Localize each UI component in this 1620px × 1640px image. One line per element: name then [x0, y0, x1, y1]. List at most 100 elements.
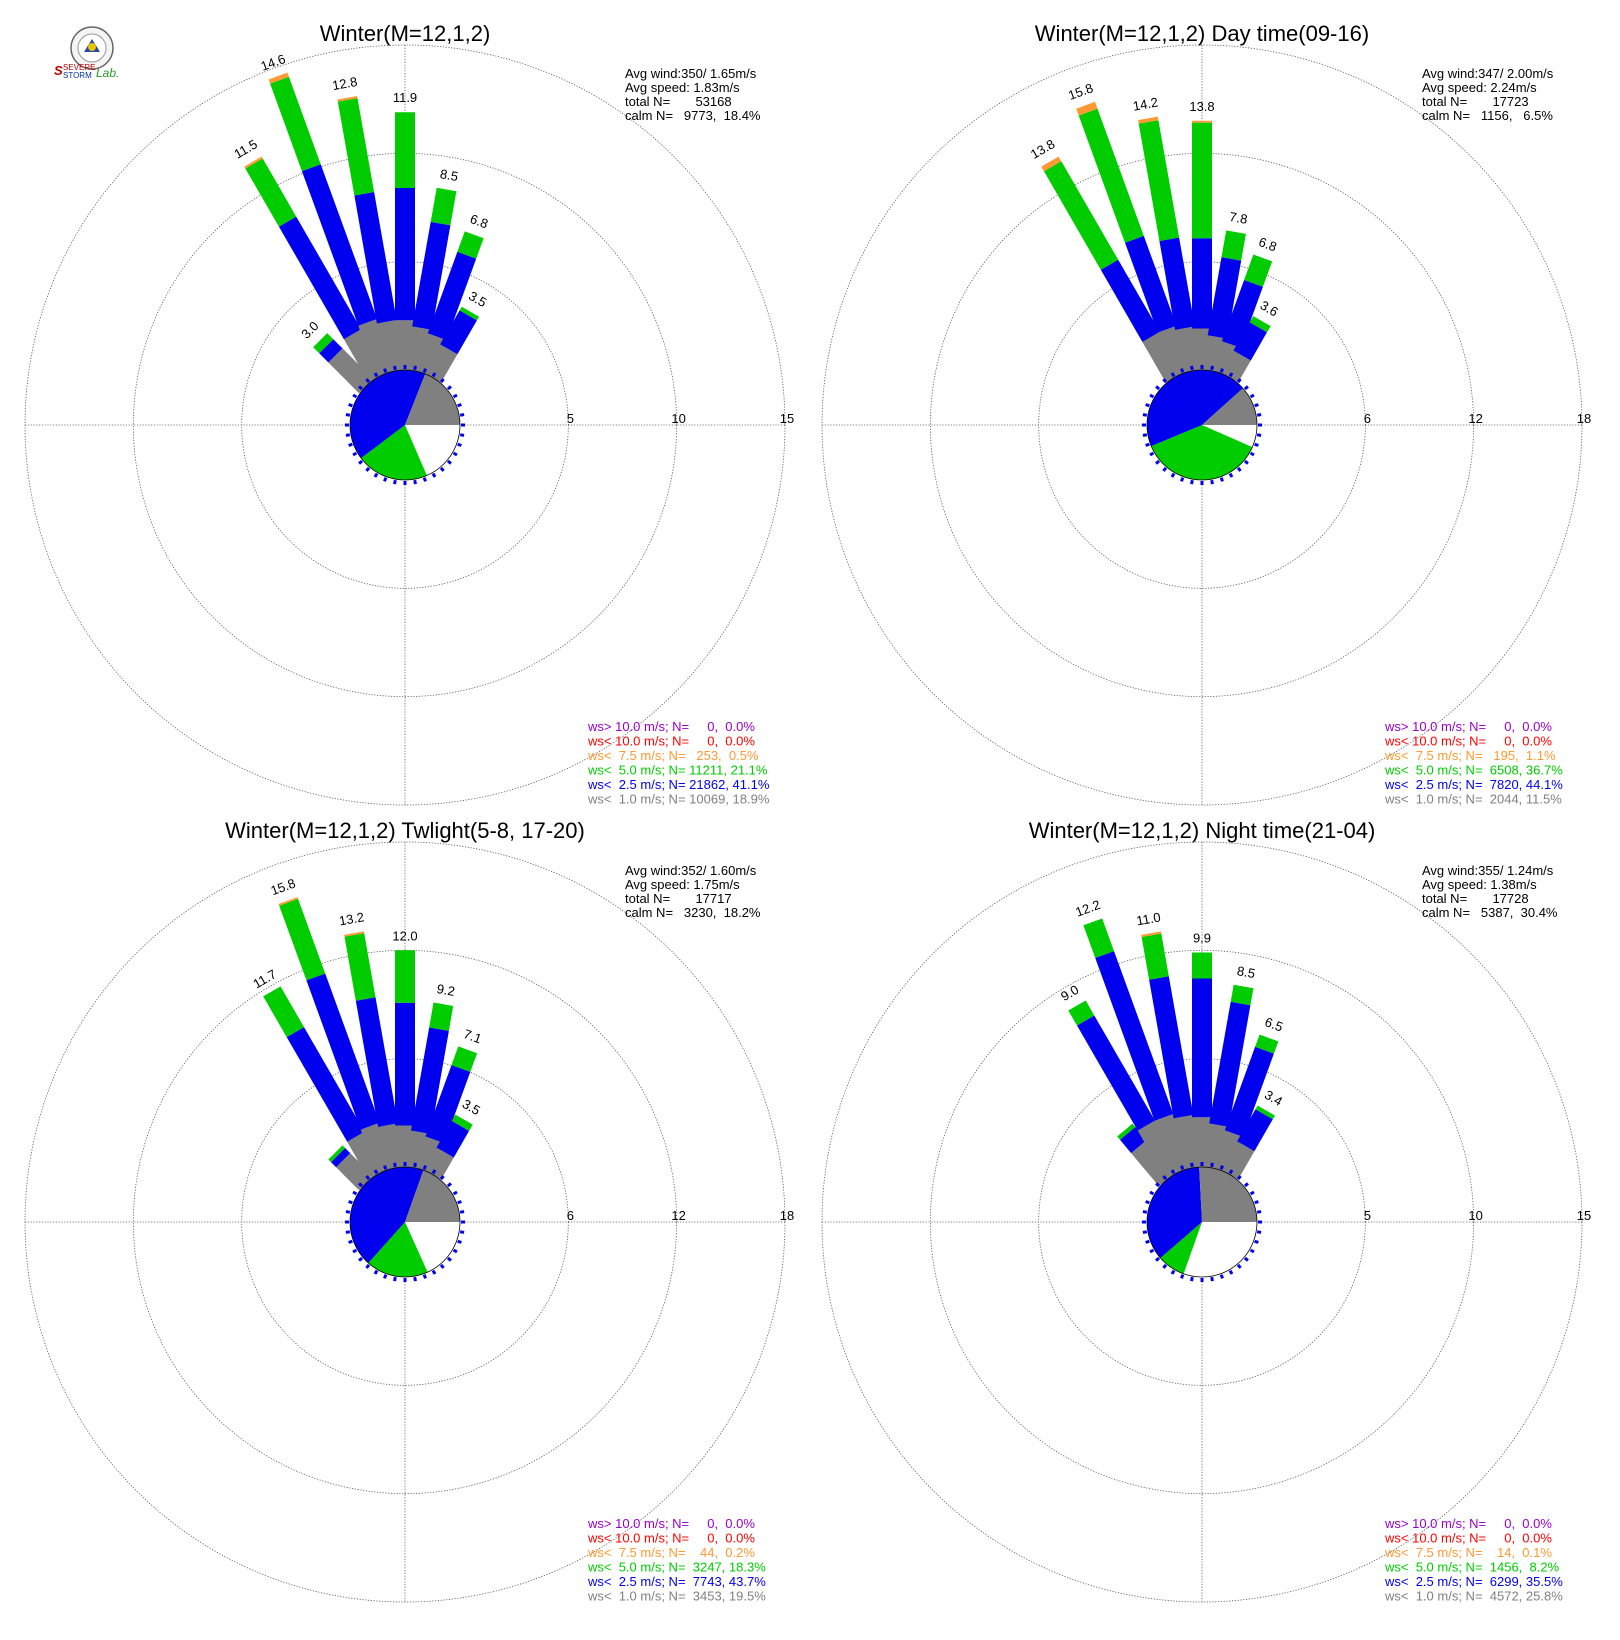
minor-petal — [1243, 1256, 1249, 1262]
petal-label: 11.0 — [1135, 909, 1162, 928]
stat-line: total N= 17728 — [1422, 891, 1529, 906]
stat-line: Avg speed: 1.83m/s — [625, 80, 740, 95]
legend-entry: ws< 2.5 m/s; N= 6299, 35.5% — [1384, 1574, 1563, 1589]
petal-segment — [423, 1147, 454, 1180]
petal-segment — [1224, 1046, 1274, 1138]
legend-entry: ws< 2.5 m/s; N= 7743, 43.7% — [587, 1574, 766, 1589]
petal-label: 3.5 — [466, 288, 489, 310]
petal-segment — [457, 231, 484, 259]
minor-petal — [457, 403, 462, 408]
minor-petal — [383, 1165, 388, 1170]
minor-petal — [383, 368, 388, 373]
ring-label: 10 — [671, 411, 685, 426]
minor-petal — [1243, 385, 1249, 391]
petal-segment — [1237, 1109, 1273, 1152]
minor-petal — [358, 385, 364, 391]
minor-petal — [1145, 442, 1150, 447]
ring-label: 5 — [1364, 1208, 1371, 1223]
minor-petal — [1170, 472, 1176, 478]
legend-entry: ws< 2.5 m/s; N= 21862, 41.1% — [587, 777, 770, 792]
petal-label: 14.2 — [1132, 94, 1160, 113]
minor-petal — [348, 442, 353, 447]
petal-segment — [1220, 350, 1251, 383]
petal-segment — [1233, 322, 1267, 361]
minor-petal — [348, 403, 353, 408]
pie-slice-green — [1151, 425, 1253, 481]
minor-petal — [1236, 1175, 1242, 1181]
minor-petal — [431, 1169, 437, 1175]
petal-label: 13.8 — [1028, 136, 1057, 162]
pie-outline — [1146, 1166, 1258, 1278]
petal-segment — [1255, 1105, 1275, 1120]
minor-petal — [439, 1175, 445, 1181]
petal-segment — [278, 216, 362, 340]
minor-petal — [1243, 1182, 1249, 1188]
petal-segment — [1100, 259, 1160, 342]
legend-entry: ws< 7.5 m/s; N= 195, 1.1% — [1384, 748, 1556, 763]
legend-entry: ws< 1.0 m/s; N= 2044, 11.5% — [1384, 792, 1562, 807]
minor-petal — [1155, 459, 1161, 465]
stat-line: Avg wind:350/ 1.65m/s — [625, 66, 757, 81]
logo-text-lab: Lab. — [96, 66, 119, 80]
logo-text-severe: SEVERE — [63, 63, 95, 72]
petal-segment — [1220, 1141, 1255, 1180]
ring-label: 18 — [1577, 411, 1591, 426]
petal-label: 12.0 — [392, 928, 417, 943]
petal-segment — [427, 251, 477, 341]
minor-petal — [446, 1182, 452, 1188]
legend-entry: ws> 10.0 m/s; N= 0, 0.0% — [587, 719, 755, 734]
legend-entry: ws< 7.5 m/s; N= 14, 0.1% — [1384, 1545, 1552, 1560]
minor-petal — [1256, 1230, 1262, 1234]
legend-entry: ws> 10.0 m/s; N= 0, 0.0% — [587, 1516, 755, 1531]
petal-label: 7.8 — [1228, 209, 1248, 227]
petal-label: 13.2 — [338, 909, 366, 928]
petal-segment — [459, 306, 480, 321]
petal-segment — [1230, 984, 1254, 1006]
minor-petal — [1170, 372, 1176, 378]
petal-segment — [1192, 978, 1212, 1118]
petal-segment — [328, 1145, 346, 1163]
minor-petal — [358, 459, 364, 465]
legend-entry: ws> 10.0 m/s; N= 0, 0.0% — [1384, 1516, 1552, 1531]
petal-segment — [414, 1136, 445, 1174]
minor-petal — [352, 1248, 358, 1254]
minor-petal — [1249, 1190, 1255, 1196]
minor-petal — [358, 1182, 364, 1188]
minor-petal — [345, 1230, 351, 1234]
minor-petal — [1162, 466, 1168, 472]
petal-label: 3.5 — [460, 1096, 483, 1118]
minor-petal — [439, 378, 445, 384]
petal-segment — [1249, 316, 1271, 333]
legend-entry: ws< 2.5 m/s; N= 7820, 44.1% — [1384, 777, 1563, 792]
petal-segment — [1221, 230, 1246, 261]
minor-petal — [1149, 393, 1155, 399]
minor-petal — [1155, 1256, 1161, 1262]
minor-petal — [1162, 1263, 1168, 1269]
stat-line: total N= 17723 — [1422, 94, 1529, 109]
minor-petal — [1236, 466, 1242, 472]
petal-segment — [395, 112, 415, 188]
petal-label: 12.8 — [331, 74, 359, 93]
stat-line: Avg wind:355/ 1.24m/s — [1422, 863, 1554, 878]
ring-label: 10 — [1468, 1208, 1482, 1223]
minor-petal — [1190, 479, 1194, 485]
pie-slice-blue — [1147, 1167, 1202, 1259]
minor-petal — [1254, 442, 1259, 447]
legend-entry: ws< 5.0 m/s; N= 3247, 18.3% — [587, 1560, 766, 1575]
petal-label: 11.7 — [250, 966, 279, 991]
minor-petal — [1142, 413, 1148, 417]
minor-petal — [439, 466, 445, 472]
minor-petal — [1180, 1165, 1185, 1170]
minor-petal — [365, 466, 371, 472]
petal-segment — [344, 933, 376, 1001]
legend-entry: ws< 1.0 m/s; N= 4572, 25.8% — [1384, 1589, 1563, 1604]
petal-label: 6.8 — [468, 211, 490, 231]
minor-petal — [446, 459, 452, 465]
petal-segment — [440, 310, 477, 355]
stat-line: Avg wind:347/ 2.00m/s — [1422, 66, 1554, 81]
pie-slice-gray — [405, 373, 460, 425]
minor-petal — [1142, 1210, 1148, 1214]
minor-petal — [422, 368, 427, 373]
petal-segment — [268, 72, 289, 84]
petal-segment — [1192, 952, 1212, 979]
